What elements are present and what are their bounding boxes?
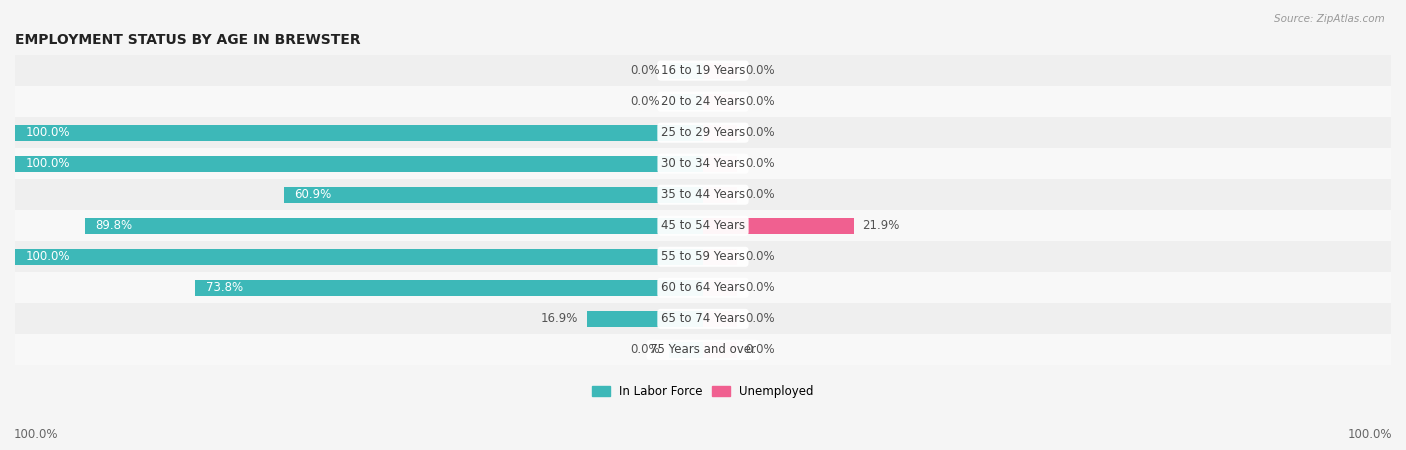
Bar: [669, 342, 703, 358]
Text: 55 to 59 Years: 55 to 59 Years: [661, 250, 745, 263]
Text: 60 to 64 Years: 60 to 64 Years: [661, 281, 745, 294]
Bar: [15, 117, 1391, 148]
Bar: [703, 63, 737, 79]
Text: 0.0%: 0.0%: [745, 250, 775, 263]
Bar: [703, 249, 737, 265]
Bar: [703, 311, 737, 327]
Bar: [15, 86, 1391, 117]
Bar: [703, 280, 737, 296]
Text: 75 Years and over: 75 Years and over: [650, 343, 756, 356]
Bar: [669, 63, 703, 79]
Bar: [703, 156, 737, 172]
Text: 25 to 29 Years: 25 to 29 Years: [661, 126, 745, 139]
Text: 0.0%: 0.0%: [745, 95, 775, 108]
Text: 16 to 19 Years: 16 to 19 Years: [661, 64, 745, 77]
Bar: [703, 94, 737, 110]
Bar: [586, 311, 703, 327]
Text: 0.0%: 0.0%: [745, 281, 775, 294]
Bar: [15, 179, 1391, 210]
Text: 45 to 54 Years: 45 to 54 Years: [661, 219, 745, 232]
Legend: In Labor Force, Unemployed: In Labor Force, Unemployed: [588, 381, 818, 403]
Bar: [703, 125, 737, 141]
Text: 20 to 24 Years: 20 to 24 Years: [661, 95, 745, 108]
Bar: [284, 187, 703, 203]
Text: 89.8%: 89.8%: [96, 219, 132, 232]
Bar: [15, 55, 1391, 86]
Bar: [15, 210, 1391, 241]
Text: 60.9%: 60.9%: [294, 188, 332, 201]
Text: 0.0%: 0.0%: [745, 343, 775, 356]
Bar: [15, 249, 703, 265]
Bar: [703, 342, 737, 358]
Text: 0.0%: 0.0%: [745, 126, 775, 139]
Bar: [15, 272, 1391, 303]
Bar: [15, 241, 1391, 272]
Bar: [669, 94, 703, 110]
Bar: [195, 280, 703, 296]
Text: 0.0%: 0.0%: [631, 343, 661, 356]
Text: 30 to 34 Years: 30 to 34 Years: [661, 157, 745, 170]
Bar: [86, 218, 703, 234]
Bar: [15, 148, 1391, 179]
Text: 35 to 44 Years: 35 to 44 Years: [661, 188, 745, 201]
Text: 0.0%: 0.0%: [631, 64, 661, 77]
Bar: [15, 334, 1391, 365]
Text: 0.0%: 0.0%: [745, 157, 775, 170]
Text: 100.0%: 100.0%: [25, 126, 70, 139]
Bar: [703, 218, 853, 234]
Text: 0.0%: 0.0%: [745, 64, 775, 77]
Text: 73.8%: 73.8%: [205, 281, 243, 294]
Text: 100.0%: 100.0%: [1347, 428, 1392, 441]
Bar: [703, 187, 737, 203]
Bar: [15, 156, 703, 172]
Bar: [15, 125, 703, 141]
Bar: [15, 303, 1391, 334]
Text: Source: ZipAtlas.com: Source: ZipAtlas.com: [1274, 14, 1385, 23]
Text: 0.0%: 0.0%: [745, 312, 775, 325]
Text: 100.0%: 100.0%: [25, 157, 70, 170]
Text: 65 to 74 Years: 65 to 74 Years: [661, 312, 745, 325]
Text: 21.9%: 21.9%: [862, 219, 900, 232]
Text: 0.0%: 0.0%: [745, 188, 775, 201]
Text: 100.0%: 100.0%: [25, 250, 70, 263]
Text: 16.9%: 16.9%: [541, 312, 578, 325]
Text: EMPLOYMENT STATUS BY AGE IN BREWSTER: EMPLOYMENT STATUS BY AGE IN BREWSTER: [15, 33, 360, 47]
Text: 100.0%: 100.0%: [14, 428, 59, 441]
Text: 0.0%: 0.0%: [631, 95, 661, 108]
